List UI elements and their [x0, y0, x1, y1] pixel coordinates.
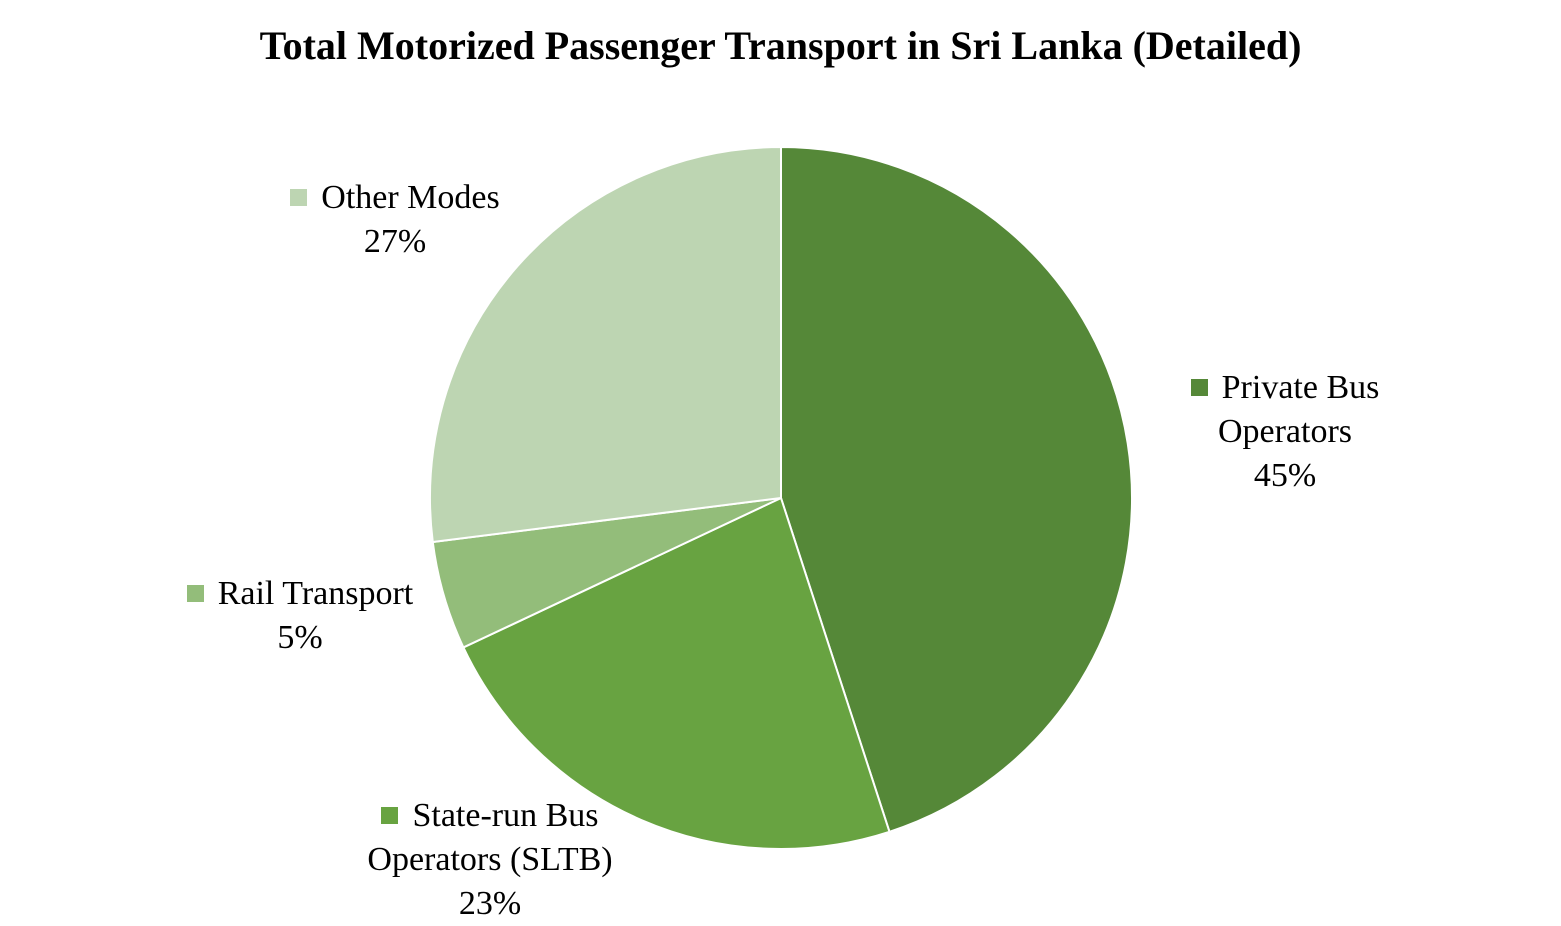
legend-swatch	[290, 189, 308, 206]
pie-slice-private-bus-operators	[780, 145, 1133, 834]
chart-title: Total Motorized Passenger Transport in S…	[259, 23, 1302, 68]
data-label-value: 23%	[458, 885, 522, 922]
data-label-category: State-run Bus Operators (SLTB)	[367, 797, 613, 878]
data-label-category: Rail Transport	[217, 575, 414, 612]
legend-swatch	[1190, 379, 1208, 396]
data-label-category: Other Modes	[321, 179, 500, 216]
data-label: State-run Bus Operators (SLTB) 23%	[330, 794, 650, 926]
data-label-value: 5%	[277, 619, 323, 656]
pie-slice-other-modes	[429, 145, 782, 544]
data-label-value: 27%	[363, 223, 427, 260]
pie-slice-state-run-bus-operators-sltb	[462, 496, 891, 850]
data-label: Private Bus Operators 45%	[1150, 366, 1420, 498]
data-label-value: 45%	[1253, 457, 1317, 494]
data-label-category: Private Bus Operators	[1217, 369, 1380, 450]
data-label: Other Modes 27%	[240, 176, 550, 264]
legend-swatch	[186, 585, 204, 602]
legend-swatch	[381, 807, 399, 824]
data-label: Rail Transport 5%	[150, 572, 450, 660]
